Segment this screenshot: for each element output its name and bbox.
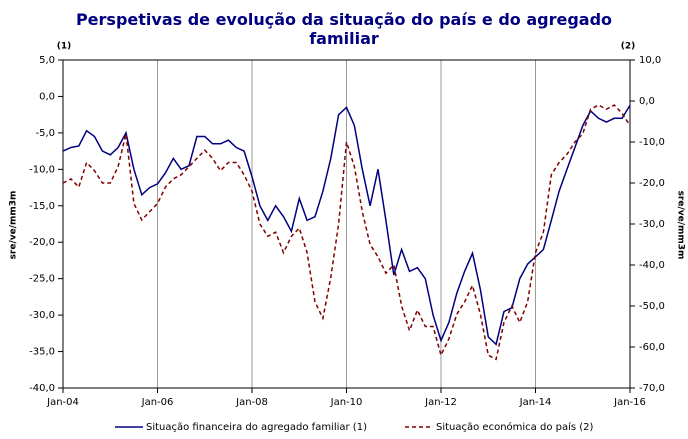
x-tick-label: Jan-12: [424, 397, 457, 408]
y2-tick-label: -10,0: [639, 137, 665, 148]
y-tick-label: 0,0: [39, 91, 55, 102]
y2-axis-note: (2): [621, 42, 636, 52]
y2-tick-label: -60,0: [639, 342, 665, 353]
y2-tick-label: -30,0: [639, 219, 665, 230]
y-tick-label: -10,0: [29, 164, 55, 175]
y-tick-label: -25,0: [29, 274, 55, 285]
y-tick-label: -30,0: [29, 310, 55, 321]
y-tick-label: -15,0: [29, 201, 55, 212]
y-axis-label: sre/ve/mm3m: [9, 191, 19, 260]
y-tick-label: 5,0: [39, 55, 55, 66]
x-tick-label: Jan-06: [141, 397, 174, 408]
chart-title: Perspetivas de evolução da situação do p…: [76, 10, 612, 48]
x-tick-label: Jan-10: [330, 397, 363, 408]
y-axis-note: (1): [57, 42, 72, 52]
y2-tick-label: 0,0: [639, 96, 655, 107]
x-tick-label: Jan-16: [613, 397, 646, 408]
y2-tick-label: -40,0: [639, 260, 665, 271]
y2-tick-label: 10,0: [639, 55, 661, 66]
legend-label: Situação económica do país (2): [436, 421, 594, 433]
y-tick-label: -5,0: [35, 128, 55, 139]
y-tick-label: -35,0: [29, 347, 55, 358]
y2-tick-label: -50,0: [639, 301, 665, 312]
y-tick-label: -40,0: [29, 383, 55, 394]
y2-tick-label: -20,0: [639, 178, 665, 189]
legend-label: Situação financeira do agregado familiar…: [146, 422, 367, 433]
y2-tick-label: -70,0: [639, 383, 665, 394]
x-tick-label: Jan-04: [46, 397, 79, 408]
y-tick-label: -20,0: [29, 237, 55, 248]
x-tick-label: Jan-14: [519, 397, 552, 408]
y2-axis-label: sre/ve/mm3m: [676, 191, 686, 260]
x-tick-label: Jan-08: [235, 397, 268, 408]
